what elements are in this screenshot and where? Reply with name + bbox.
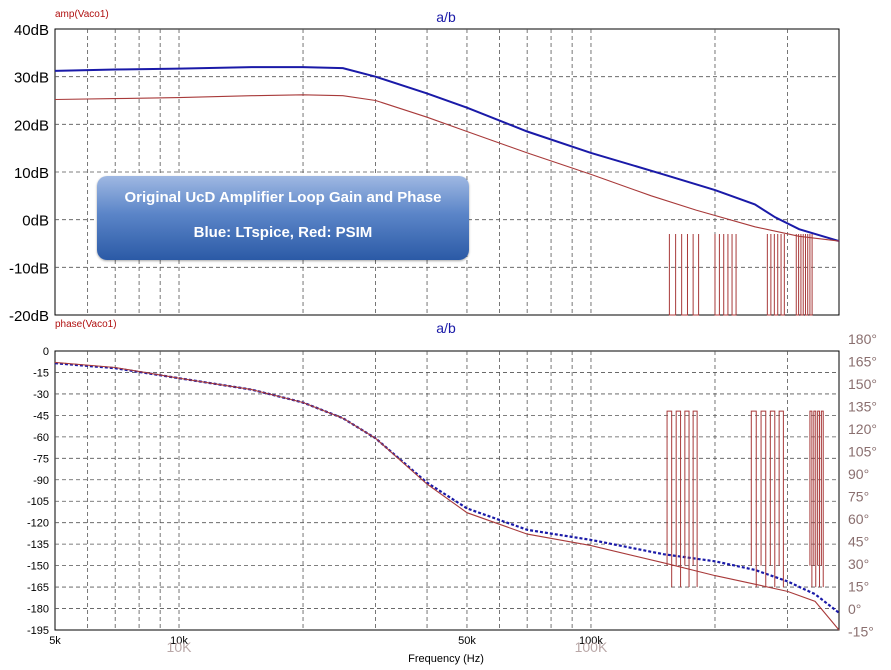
amp-ytick-label: -10dB bbox=[9, 260, 49, 277]
phase-psim-spike bbox=[684, 410, 690, 588]
phase-ytick-label: -180 bbox=[27, 604, 49, 616]
phase-right-axis-label: 150° bbox=[848, 376, 877, 392]
phase-right-axis-label: 60° bbox=[848, 511, 869, 527]
phase-psim-spike bbox=[750, 410, 757, 588]
phase-xtick-label-large: 100K bbox=[575, 639, 608, 655]
amp-series-psim bbox=[54, 94, 840, 242]
annotation-line-1: Original UcD Amplifier Loop Gain and Pha… bbox=[124, 189, 442, 206]
amp-ytick-label: 20dB bbox=[14, 117, 49, 134]
phase-trace-label: phase(Vaco1) bbox=[55, 319, 117, 330]
amp-psim-spike bbox=[668, 233, 677, 316]
phase-right-axis-label: 105° bbox=[848, 444, 877, 460]
phase-xtick-label: 50k bbox=[458, 635, 476, 647]
phase-ytick-label: -165 bbox=[27, 582, 49, 594]
amp-psim-spike bbox=[692, 233, 700, 316]
phase-ytick-label: -105 bbox=[27, 496, 49, 508]
phase-ytick-label: -45 bbox=[33, 410, 49, 422]
amp-ytick-label: -20dB bbox=[9, 308, 49, 325]
annotation-line-2: Blue: LTspice, Red: PSIM bbox=[193, 224, 373, 241]
amp-psim-spike bbox=[714, 233, 720, 316]
phase-right-axis-label: 90° bbox=[848, 466, 869, 482]
amp-ytick-label: 40dB bbox=[14, 22, 49, 39]
amp-ytick-label: 30dB bbox=[14, 70, 49, 87]
amp-psim-spike bbox=[795, 233, 800, 316]
phase-ytick-label: -120 bbox=[27, 518, 49, 530]
amp-psim-spike bbox=[766, 233, 772, 316]
phase-right-axis-label: -15° bbox=[848, 624, 874, 640]
phase-right-axis-label: 30° bbox=[848, 556, 869, 572]
amp-psim-spike bbox=[804, 233, 809, 316]
amp-psim-spike bbox=[731, 233, 737, 316]
phase-psim-spike bbox=[820, 410, 824, 588]
phase-xtick-label: 100k bbox=[579, 635, 603, 647]
phase-chart-title: a/b bbox=[436, 320, 456, 336]
phase-ytick-label: -75 bbox=[33, 453, 49, 465]
phase-right-axis-label: 165° bbox=[848, 354, 877, 370]
phase-ytick-label: -150 bbox=[27, 561, 49, 573]
phase-psim-spike bbox=[778, 410, 784, 588]
amp-ytick-label: 0dB bbox=[22, 213, 49, 230]
phase-ytick-label: -30 bbox=[33, 389, 49, 401]
amp-ytick-label: 10dB bbox=[14, 165, 49, 182]
phase-right-axis-label: 180° bbox=[848, 331, 877, 347]
phase-right-axis-label: 75° bbox=[848, 489, 869, 505]
amp-trace-label: amp(Vaco1) bbox=[55, 9, 109, 20]
annotation-box: Original UcD Amplifier Loop Gain and Pha… bbox=[97, 176, 469, 260]
amp-series-ltspice bbox=[54, 66, 840, 243]
phase-ytick-label: -195 bbox=[27, 625, 49, 637]
phase-psim-spike bbox=[813, 410, 817, 588]
x-axis-label: Frequency (Hz) bbox=[408, 653, 484, 665]
phase-psim-spike bbox=[666, 410, 673, 588]
phase-psim-spike bbox=[760, 410, 767, 588]
amp-chart-title: a/b bbox=[436, 9, 456, 25]
phase-right-axis-label: 45° bbox=[848, 534, 869, 550]
phase-xtick-label: 10k bbox=[170, 635, 188, 647]
phase-psim-spike bbox=[817, 410, 821, 588]
phase-plot-frame bbox=[54, 350, 840, 631]
amp-psim-spike bbox=[723, 233, 729, 316]
phase-right-axis-label: 135° bbox=[848, 399, 877, 415]
phase-ytick-label: 0 bbox=[43, 346, 49, 358]
phase-psim-spike bbox=[809, 410, 813, 588]
phase-ytick-label: -15 bbox=[33, 367, 49, 379]
amp-psim-spike bbox=[681, 233, 688, 316]
amp-psim-spike bbox=[773, 233, 779, 316]
amp-psim-spike bbox=[800, 233, 804, 316]
phase-right-axis-label: 120° bbox=[848, 421, 877, 437]
phase-xtick-label-large: 10K bbox=[167, 639, 193, 655]
amp-psim-spike bbox=[780, 233, 785, 316]
phase-psim-spike bbox=[675, 410, 682, 588]
phase-right-axis-label: 0° bbox=[848, 601, 861, 617]
phase-ytick-label: -60 bbox=[33, 432, 49, 444]
amp-psim-spike bbox=[809, 233, 813, 316]
phase-xtick-label: 5k bbox=[49, 635, 61, 647]
phase-ytick-label: -90 bbox=[33, 475, 49, 487]
phase-right-axis-label: 15° bbox=[848, 579, 869, 595]
phase-psim-spike bbox=[692, 410, 698, 588]
phase-psim-spike bbox=[769, 410, 776, 588]
phase-ytick-label: -135 bbox=[27, 539, 49, 551]
